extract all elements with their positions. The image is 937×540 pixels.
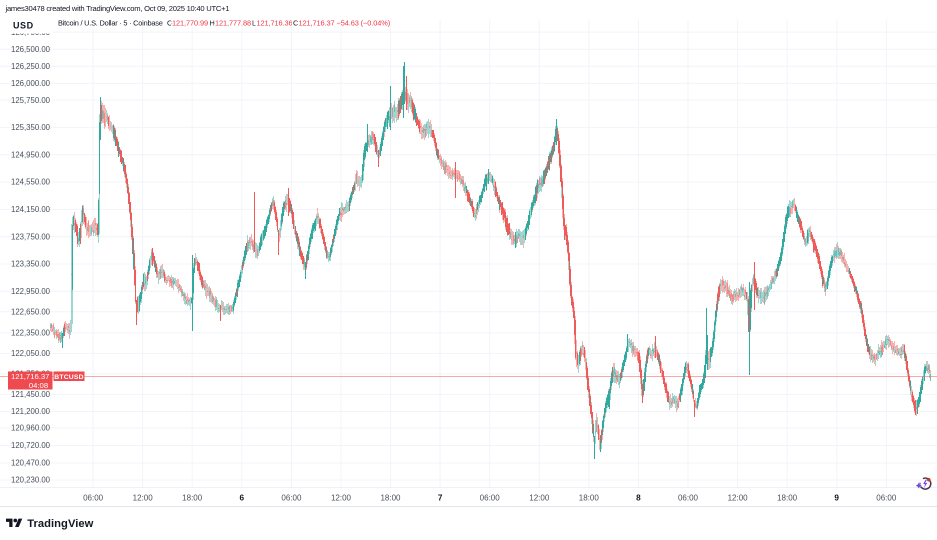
- svg-text:TradingView: TradingView: [27, 518, 93, 530]
- svg-text:124,950.00: 124,950.00: [11, 150, 51, 159]
- svg-text:Bitcoin / U.S. Dollar · 5 · Co: Bitcoin / U.S. Dollar · 5 · Coinbase: [58, 19, 163, 28]
- svg-text:122,350.00: 122,350.00: [11, 329, 51, 338]
- svg-text:125,350.00: 125,350.00: [11, 123, 51, 132]
- svg-text:121,450.00: 121,450.00: [11, 390, 51, 399]
- svg-text:12:00: 12:00: [331, 494, 352, 503]
- svg-text:124,150.00: 124,150.00: [11, 205, 51, 214]
- svg-text:8: 8: [636, 494, 641, 503]
- svg-text:126,250.00: 126,250.00: [11, 62, 51, 71]
- svg-text:121,777.88: 121,777.88: [215, 19, 251, 28]
- svg-text:126,000.00: 126,000.00: [11, 79, 51, 88]
- svg-text:18:00: 18:00: [579, 494, 600, 503]
- svg-text:O: O: [167, 19, 173, 28]
- svg-text:122,950.00: 122,950.00: [11, 287, 51, 296]
- svg-text:120,720.00: 120,720.00: [11, 441, 51, 450]
- svg-text:USD: USD: [13, 21, 34, 31]
- svg-text:BTCUSD: BTCUSD: [54, 374, 84, 381]
- svg-text:126,500.00: 126,500.00: [11, 45, 51, 54]
- svg-text:−54.63 (−0.04%): −54.63 (−0.04%): [337, 19, 391, 28]
- svg-text:124,550.00: 124,550.00: [11, 178, 51, 187]
- svg-text:121,716.37: 121,716.37: [299, 19, 335, 28]
- svg-text:7: 7: [438, 494, 443, 503]
- svg-text:6: 6: [240, 494, 245, 503]
- svg-text:123,750.00: 123,750.00: [11, 232, 51, 241]
- svg-text:121,770.99: 121,770.99: [172, 19, 208, 28]
- svg-text:18:00: 18:00: [380, 494, 401, 503]
- svg-text:06:00: 06:00: [876, 494, 897, 503]
- svg-text:121,716.37: 121,716.37: [11, 372, 49, 381]
- svg-text:121,716.36: 121,716.36: [257, 19, 293, 28]
- svg-text:04:08: 04:08: [29, 381, 48, 390]
- svg-text:12:00: 12:00: [133, 494, 154, 503]
- svg-text:18:00: 18:00: [777, 494, 798, 503]
- svg-text:122,650.00: 122,650.00: [11, 308, 51, 317]
- svg-text:06:00: 06:00: [480, 494, 501, 503]
- svg-text:120,960.00: 120,960.00: [11, 424, 51, 433]
- svg-text:H: H: [210, 19, 215, 28]
- svg-text:121,200.00: 121,200.00: [11, 407, 51, 416]
- svg-text:125,750.00: 125,750.00: [11, 96, 51, 105]
- svg-text:120,230.00: 120,230.00: [11, 476, 51, 485]
- svg-text:9: 9: [834, 494, 839, 503]
- svg-text:123,350.00: 123,350.00: [11, 260, 51, 269]
- svg-text:120,470.00: 120,470.00: [11, 459, 51, 468]
- svg-text:L: L: [252, 19, 256, 28]
- svg-text:12:00: 12:00: [529, 494, 550, 503]
- svg-text:12:00: 12:00: [728, 494, 749, 503]
- svg-text:james30478 created with Tradin: james30478 created with TradingView.com,…: [5, 4, 230, 13]
- svg-text:C: C: [293, 19, 299, 28]
- svg-text:18:00: 18:00: [182, 494, 203, 503]
- svg-text:06:00: 06:00: [678, 494, 699, 503]
- svg-text:06:00: 06:00: [83, 494, 104, 503]
- svg-text:122,050.00: 122,050.00: [11, 349, 51, 358]
- svg-text:06:00: 06:00: [281, 494, 302, 503]
